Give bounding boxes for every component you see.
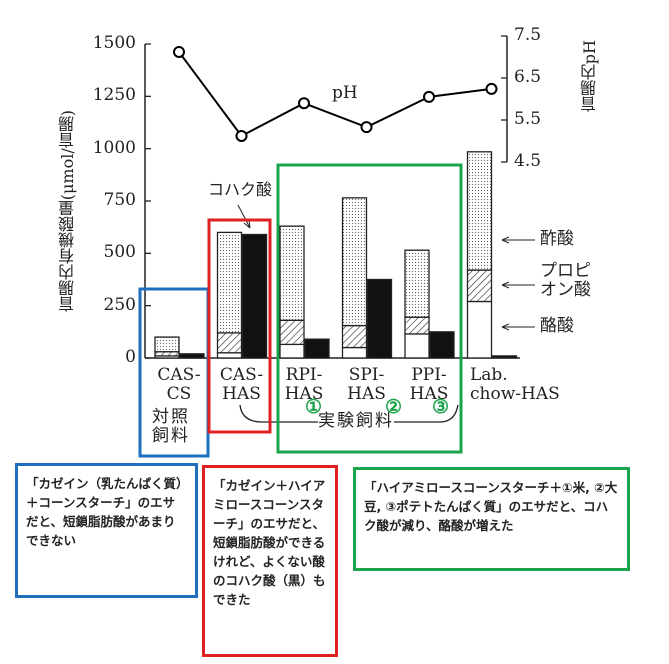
x-tick-label: CAS- CS — [157, 365, 201, 404]
y-tick-label: 0 — [125, 347, 136, 367]
bar-segment — [279, 343, 305, 359]
y-tick-label: 1250 — [92, 85, 136, 106]
ph-line — [178, 51, 492, 138]
y-tick-label: 500 — [103, 242, 136, 263]
group-label: 対照 飼料 — [152, 407, 190, 446]
group-marker: ② — [385, 396, 403, 418]
y2-tick-label: 4.5 — [514, 151, 542, 171]
ph-point — [298, 97, 310, 110]
y-axis-title: 盲腸内有機酸量(μmol/盲腸) — [58, 110, 77, 313]
arrow-head — [501, 236, 510, 244]
bar-segment — [491, 355, 518, 359]
annotation: コハク酸 — [208, 180, 273, 199]
bar-segment — [216, 231, 243, 334]
bar-segment — [429, 331, 455, 359]
group-marker: ③ — [432, 396, 450, 418]
y-tick-label: 1000 — [92, 137, 136, 158]
note: 「ハイアミロースコーンスターチ＋①米, ②大豆, ③ポテトたんぱく質」のエサだと… — [353, 467, 630, 571]
x-tick-label: Lab. chow-HAS — [470, 365, 560, 404]
bar-segment — [404, 316, 430, 335]
highlight-box — [276, 163, 463, 454]
y-tick-label: 750 — [103, 190, 136, 210]
ph-point — [235, 129, 248, 142]
bar-segment — [279, 225, 305, 321]
ph-point — [173, 45, 185, 58]
bar-segment — [154, 336, 180, 353]
bar-segment — [341, 346, 368, 359]
ph-point — [485, 82, 498, 95]
bar-segment — [404, 333, 430, 359]
group-marker: ① — [305, 396, 323, 418]
line-label: pH — [332, 83, 358, 103]
bar-segment — [404, 249, 430, 318]
bar-segment — [216, 332, 243, 354]
arrow — [237, 204, 251, 229]
highlight-box — [207, 218, 272, 434]
bar-segment — [341, 197, 368, 327]
x-tick-label: SPI- HAS — [347, 365, 386, 404]
bar-segment — [179, 353, 205, 359]
legend-label: 酪酸 — [540, 316, 574, 336]
bar-segment — [366, 278, 393, 359]
legend-label: 酢酸 — [540, 229, 574, 249]
note: 「カゼイン（乳たんぱく質）＋コーンスターチ」のエサだと、短鎖脂肪酸があまりできな… — [15, 463, 198, 598]
y-tick-label: 1500 — [92, 33, 136, 53]
y2-axis-title: 盲腸内pH — [580, 40, 599, 113]
x-tick-label: CAS- HAS — [219, 365, 264, 404]
bar-segment — [304, 338, 330, 359]
y-tick-label: 250 — [103, 294, 136, 315]
legend-label: プロピ オン酸 — [540, 261, 591, 300]
bar-segment — [466, 300, 493, 359]
x-tick-label: RPI- HAS — [284, 365, 324, 404]
note: 「カゼイン＋ハイアミロースコーンスターチ」のエサだと、短鎖脂肪酸ができるけれど、… — [202, 465, 338, 657]
group-label: 実験飼料 — [318, 411, 394, 431]
bar-segment — [279, 319, 305, 346]
y2-tick-label: 6.5 — [514, 67, 542, 87]
bar-segment — [466, 269, 493, 303]
y2-tick-label: 7.5 — [514, 25, 542, 45]
arrow-head — [501, 281, 510, 289]
arrow-head — [501, 323, 510, 331]
x-tick-label: PPI- HAS — [409, 365, 449, 404]
y2-tick-label: 5.5 — [514, 109, 542, 129]
ph-point — [423, 90, 435, 103]
ph-point — [360, 121, 373, 134]
bar-segment — [216, 352, 243, 359]
bar-segment — [341, 324, 368, 349]
bar-segment — [466, 151, 493, 271]
bar-segment — [241, 233, 268, 359]
